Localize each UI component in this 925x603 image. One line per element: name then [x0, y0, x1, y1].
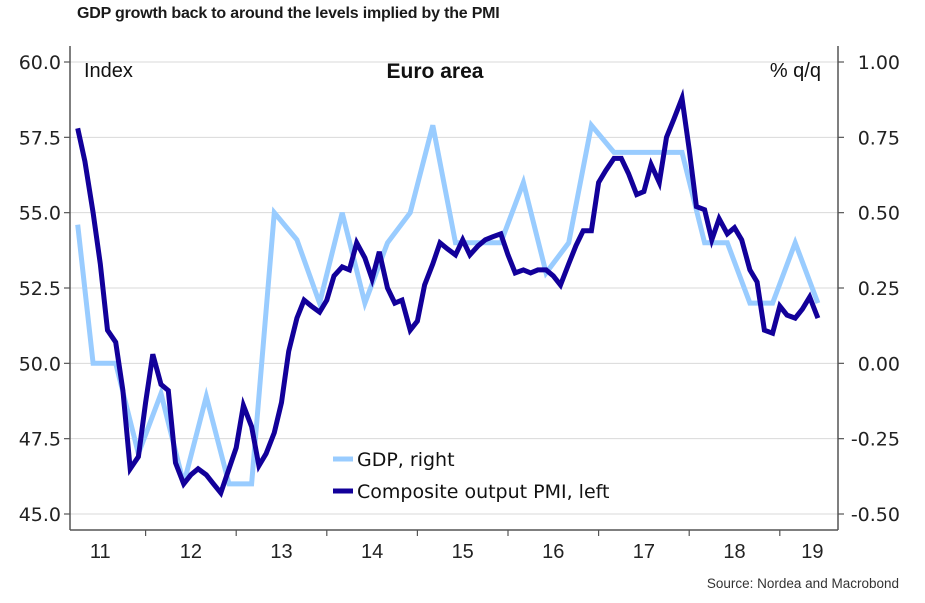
left-tick-label: 55.0	[19, 203, 61, 225]
left-tick-label: 47.5	[19, 429, 61, 451]
series-line-gdp	[75, 119, 821, 487]
x-tick-label: 19	[801, 541, 823, 563]
left-tick-label: 57.5	[19, 127, 61, 149]
source-note: Source: Nordea and Macrobond	[706, 576, 899, 591]
x-tick-label: 11	[90, 541, 111, 563]
left-tick-label: 50.0	[19, 353, 61, 375]
gridlines	[70, 61, 838, 515]
x-tick-label: 13	[270, 541, 292, 563]
left-tick-label: 45.0	[19, 504, 61, 526]
chart-title: GDP growth back to around the levels imp…	[77, 5, 500, 22]
right-tick-label: 0.75	[858, 127, 900, 149]
x-tick-label: 17	[633, 541, 655, 563]
right-tick-label: -0.25	[851, 429, 900, 451]
legend-item-gdp: GDP, right	[333, 449, 455, 471]
left-tick-label: 60.0	[19, 52, 61, 74]
legend: GDP, right Composite output PMI, left	[333, 449, 609, 503]
left-axis-unit-label: Index	[84, 60, 133, 82]
series-layer	[75, 88, 821, 498]
x-tick-label: 12	[180, 541, 202, 563]
left-tick-label: 52.5	[19, 278, 61, 300]
x-tick-label: 16	[542, 541, 564, 563]
right-y-axis-ticks: 1.00 0.75 0.50 0.25 0.00 -0.25 -0.50	[838, 52, 900, 526]
legend-label-gdp: GDP, right	[357, 449, 455, 471]
x-tick-label: 14	[361, 541, 383, 563]
chart-inner-title: Euro area	[387, 60, 484, 83]
x-tick-label: 15	[452, 541, 474, 563]
legend-item-pmi: Composite output PMI, left	[333, 481, 609, 503]
x-tick-label: 18	[723, 541, 745, 563]
right-tick-label: 0.25	[858, 278, 900, 300]
right-tick-label: 1.00	[858, 52, 900, 74]
x-axis-ticks: 11 12 13 14 15 16 17 18 19	[90, 530, 824, 563]
right-tick-label: -0.50	[851, 504, 900, 526]
legend-label-pmi: Composite output PMI, left	[357, 481, 609, 503]
left-y-axis-ticks: 60.0 57.5 55.0 52.5 50.0 47.5 45.0	[19, 52, 70, 526]
right-tick-label: 0.50	[858, 203, 900, 225]
right-axis-unit-label: % q/q	[770, 60, 821, 82]
right-tick-label: 0.00	[858, 353, 900, 375]
series-line-pmi	[75, 88, 821, 498]
